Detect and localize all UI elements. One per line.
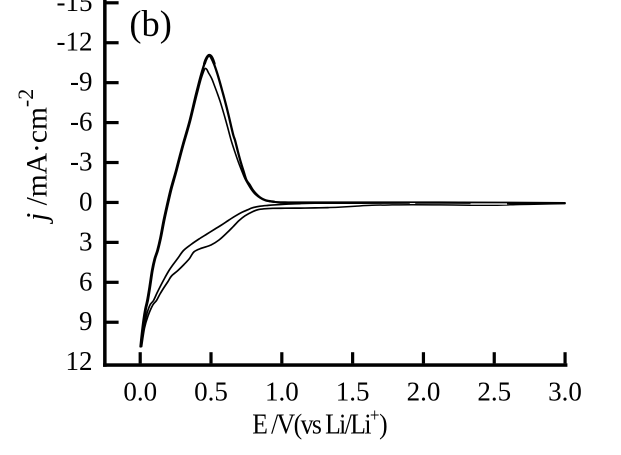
svg-text:2.5: 2.5 [477,377,511,407]
svg-text:2.0: 2.0 [407,377,441,407]
svg-text:0.5: 0.5 [194,377,228,407]
svg-text:3.0: 3.0 [548,377,582,407]
svg-text:-15: -15 [57,0,93,17]
svg-text:-12: -12 [57,27,93,57]
svg-text:0.0: 0.0 [123,377,157,407]
svg-text:-3: -3 [70,147,93,177]
svg-text:-9: -9 [70,67,93,97]
svg-text:(b): (b) [129,3,171,46]
svg-text:12: 12 [66,346,93,376]
svg-text:6: 6 [79,266,93,296]
svg-text:1.0: 1.0 [265,377,299,407]
svg-text:1.5: 1.5 [336,377,370,407]
svg-text:0: 0 [79,186,93,216]
svg-text:3: 3 [79,226,93,256]
svg-text:9: 9 [79,306,93,336]
svg-text:E /V(vs Li/Li+): E /V(vs Li/Li+) [252,405,386,440]
svg-text:-6: -6 [70,107,93,137]
